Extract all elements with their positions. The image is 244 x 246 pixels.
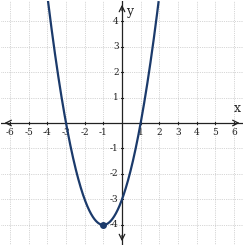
Text: y: y: [126, 4, 133, 17]
Text: -1: -1: [110, 144, 119, 153]
Text: -2: -2: [110, 169, 119, 178]
Text: -4: -4: [43, 128, 52, 137]
Text: 1: 1: [113, 93, 119, 102]
Text: -3: -3: [110, 195, 119, 204]
Text: 3: 3: [175, 128, 181, 137]
Text: 5: 5: [212, 128, 218, 137]
Text: 6: 6: [231, 128, 237, 137]
Text: 1: 1: [138, 128, 143, 137]
Text: -6: -6: [6, 128, 14, 137]
Text: -2: -2: [80, 128, 89, 137]
Text: 2: 2: [156, 128, 162, 137]
Text: 2: 2: [113, 68, 119, 77]
Text: -4: -4: [110, 220, 119, 230]
Text: 3: 3: [113, 42, 119, 51]
Text: -5: -5: [24, 128, 33, 137]
Text: 4: 4: [194, 128, 200, 137]
Text: 4: 4: [113, 16, 119, 26]
Text: x: x: [234, 102, 241, 115]
Text: -1: -1: [99, 128, 108, 137]
Text: -3: -3: [62, 128, 70, 137]
